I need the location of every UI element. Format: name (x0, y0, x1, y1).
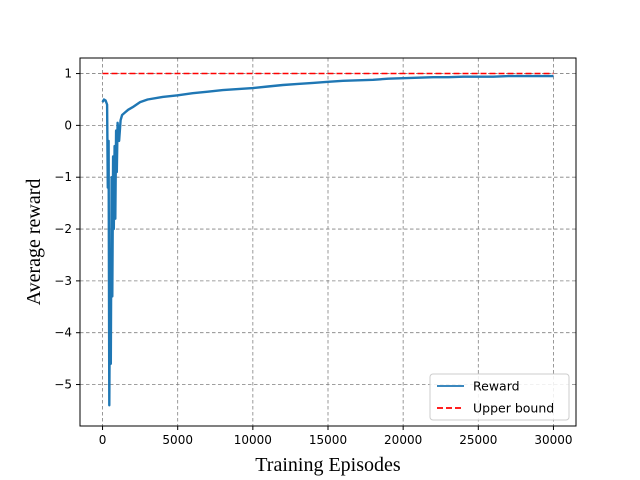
x-tick-label: 30000 (534, 433, 572, 447)
x-tick-label: 20000 (384, 433, 422, 447)
y-tick-label: −2 (54, 222, 72, 236)
y-tick-label: 1 (64, 67, 72, 81)
series-layer (101, 72, 554, 407)
x-tick-label: 5000 (162, 433, 193, 447)
y-tick-label: −3 (54, 274, 72, 288)
x-axis-title: Training Episodes (255, 454, 401, 476)
y-tick-label: −1 (54, 170, 72, 184)
legend-label-upper-bound: Upper bound (473, 401, 554, 416)
x-tick-label: 10000 (234, 433, 272, 447)
legend-box (429, 373, 570, 421)
x-tick-label: 15000 (309, 433, 347, 447)
series-line-reward (101, 74, 554, 407)
y-tick-label: 0 (64, 118, 72, 132)
y-axis-title: Average reward (23, 179, 45, 306)
y-tick-label: −5 (54, 378, 72, 392)
x-tick-label: 25000 (459, 433, 497, 447)
y-tick-label: −4 (54, 326, 72, 340)
grid-layer (80, 58, 576, 426)
legend: Reward Upper bound (429, 373, 570, 421)
x-tick-label: 0 (99, 433, 107, 447)
legend-label-reward: Reward (473, 379, 520, 394)
ticks-layer: 0 5000 10000 15000 20000 25000 30000 1 0 −1 −2 −3 −4… (54, 67, 572, 447)
